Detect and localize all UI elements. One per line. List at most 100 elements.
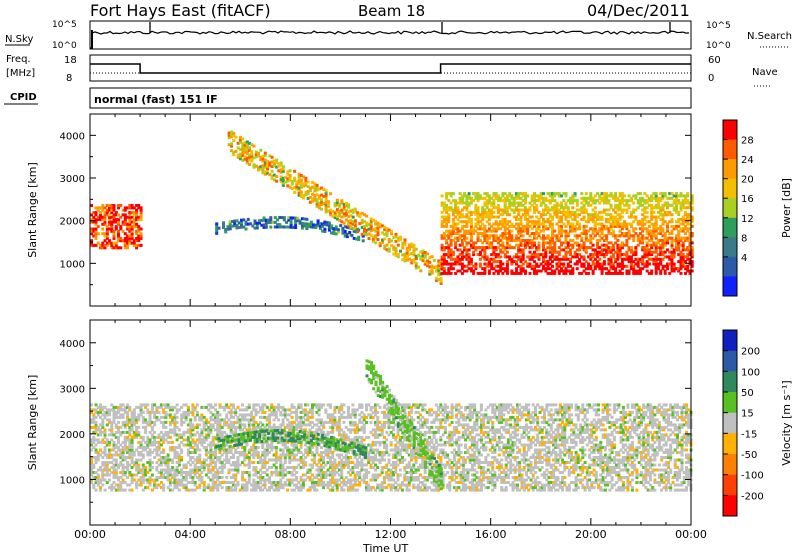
power-cell bbox=[684, 271, 687, 275]
velocity-cell bbox=[135, 418, 139, 422]
power-cell bbox=[320, 203, 324, 206]
power-cell bbox=[593, 253, 597, 257]
velocity-cell bbox=[193, 440, 197, 444]
power-cell bbox=[454, 208, 458, 212]
velocity-cell bbox=[150, 461, 154, 464]
velocity-cell bbox=[141, 471, 145, 474]
power-cell bbox=[103, 211, 107, 215]
velocity-cell bbox=[110, 438, 114, 442]
power-cell bbox=[440, 210, 444, 214]
power-cell bbox=[596, 255, 600, 259]
velocity-cell bbox=[182, 403, 186, 407]
power-cell bbox=[117, 222, 120, 226]
velocity-cell bbox=[243, 458, 247, 462]
power-cell bbox=[589, 241, 593, 245]
power-cell bbox=[569, 229, 572, 233]
power-cell bbox=[501, 208, 505, 212]
power-cell bbox=[670, 243, 674, 247]
power-cell bbox=[600, 222, 604, 226]
velocity-cell bbox=[207, 433, 211, 437]
power-cell bbox=[530, 239, 534, 242]
velocity-cell bbox=[150, 466, 154, 469]
velocity-cell bbox=[193, 425, 197, 429]
power-cell bbox=[546, 264, 550, 268]
power-cell bbox=[564, 210, 568, 214]
velocity-cell bbox=[263, 433, 267, 437]
power-cell bbox=[620, 194, 624, 198]
power-cell bbox=[478, 271, 482, 275]
power-cell bbox=[472, 269, 476, 273]
velocity-cell bbox=[270, 405, 274, 409]
velocity-cell bbox=[279, 425, 283, 429]
velocity-cell bbox=[207, 471, 211, 474]
power-cell bbox=[505, 250, 509, 254]
power-cell bbox=[253, 219, 257, 223]
power-cell bbox=[105, 232, 109, 236]
power-cell bbox=[132, 225, 136, 229]
power-cell bbox=[485, 229, 489, 233]
velocity-cell bbox=[265, 405, 269, 409]
power-cell bbox=[684, 220, 687, 224]
power-cell bbox=[580, 246, 584, 250]
power-cell bbox=[611, 243, 615, 247]
power-cell bbox=[286, 170, 290, 174]
velocity-cell bbox=[184, 413, 188, 417]
velocity-cell bbox=[126, 466, 130, 469]
power-cell bbox=[614, 250, 618, 254]
velocity-cell bbox=[114, 488, 118, 492]
velocity-cell bbox=[96, 428, 100, 432]
velocity-cell bbox=[236, 451, 240, 454]
velocity-cell bbox=[162, 468, 166, 472]
velocity-cell bbox=[223, 448, 226, 452]
power-cell bbox=[300, 226, 304, 230]
power-cell bbox=[521, 239, 525, 242]
power-cell bbox=[454, 227, 458, 231]
velocity-cell bbox=[227, 481, 231, 484]
power-cell bbox=[632, 210, 636, 214]
power-cell bbox=[447, 255, 451, 259]
velocity-cell bbox=[139, 481, 143, 484]
power-cell bbox=[526, 255, 530, 259]
power-cell bbox=[505, 222, 509, 226]
velocity-cell bbox=[117, 440, 120, 444]
velocity-cell bbox=[207, 476, 211, 479]
power-colorbar-swatch bbox=[723, 276, 737, 297]
velocity-cell bbox=[141, 418, 145, 422]
power-cell bbox=[578, 213, 582, 217]
power-cell bbox=[137, 243, 141, 247]
velocity-cell bbox=[162, 451, 166, 454]
power-cell bbox=[589, 217, 593, 221]
power-cell bbox=[654, 227, 658, 231]
power-cell bbox=[465, 213, 469, 217]
power-cell bbox=[645, 246, 649, 250]
power-cell bbox=[494, 264, 498, 268]
power-cell bbox=[548, 246, 552, 250]
velocity-cell bbox=[130, 418, 134, 422]
power-cell bbox=[677, 232, 681, 235]
power-cell bbox=[512, 208, 516, 212]
power-cell bbox=[315, 186, 319, 190]
velocity-cell bbox=[254, 448, 258, 452]
power-cell bbox=[496, 271, 500, 275]
power-cell bbox=[566, 232, 570, 235]
power-cell bbox=[618, 248, 622, 252]
power-cell bbox=[638, 196, 642, 200]
power-cell bbox=[117, 218, 120, 222]
power-cell bbox=[121, 222, 125, 226]
power-cell bbox=[232, 131, 236, 135]
power-cell bbox=[112, 232, 116, 236]
velocity-cell bbox=[234, 430, 238, 434]
power-cell bbox=[474, 267, 478, 271]
velocity-cell bbox=[128, 451, 132, 454]
velocity-cell bbox=[123, 471, 127, 474]
power-cell bbox=[108, 218, 111, 222]
velocity-cell bbox=[105, 410, 109, 414]
velocity-cell bbox=[241, 476, 244, 479]
power-cell bbox=[396, 253, 400, 256]
power-cell bbox=[367, 227, 371, 231]
velocity-cell bbox=[216, 473, 220, 477]
velocity-cell bbox=[225, 403, 229, 407]
power-cell bbox=[641, 222, 645, 226]
power-cell bbox=[476, 208, 480, 212]
power-cell bbox=[611, 232, 615, 235]
